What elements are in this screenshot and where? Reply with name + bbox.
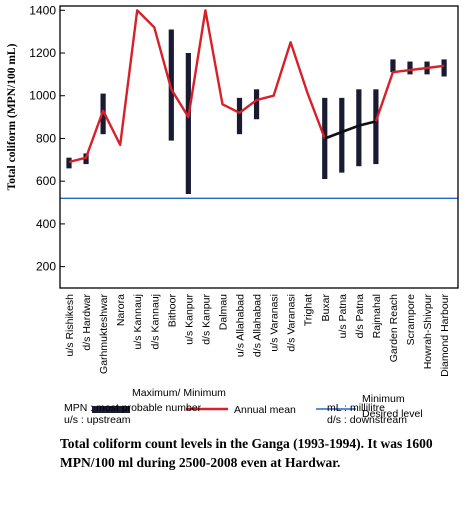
y-tick-label: 400 (36, 217, 56, 231)
x-category-label: Howrah-Shivpur (422, 293, 434, 369)
x-category-label: u/s Patna (337, 294, 349, 339)
range-bar (390, 59, 396, 73)
y-axis-label: Total coliform (MPN/100 mL) (6, 43, 18, 190)
note-mpn-text: MPN : most probable number (64, 402, 202, 414)
x-category-label: d/s Kannauj (149, 294, 161, 349)
x-category-label: Scrampore (405, 294, 417, 346)
legend-mindes-label-2: Desired level (362, 408, 423, 420)
annual-mean-line-segment (324, 120, 377, 140)
x-category-label: d/s Allahabad (252, 294, 264, 357)
x-category-label: Buxar (320, 294, 332, 322)
x-category-label: Garhmukteshwar (98, 294, 110, 374)
range-bar (373, 89, 379, 165)
x-category-label: Diamond Harbour (439, 293, 451, 376)
legend-mean-label: Annual mean (234, 404, 296, 416)
range-bar (185, 53, 191, 194)
range-bar (339, 97, 345, 173)
coliform-chart: Total coliform (MPN/100 mL) 200 400 600 800… (6, 3, 459, 420)
y-tick-label: 1400 (29, 3, 56, 17)
x-category-label: u/s Varanasi (269, 294, 281, 352)
legend: Maximum/ Minimum Annual mean Minimum Des… (92, 387, 423, 420)
x-category-label: Rajmahal (371, 294, 383, 338)
note-ml-text: mL : millilitre (327, 402, 385, 414)
x-category-label: d/s Patna (354, 294, 366, 339)
y-tick-label: 600 (36, 174, 56, 188)
note-us-text: u/s : upstream (64, 414, 131, 426)
figure-caption: Total coliform count levels in the Ganga… (60, 436, 433, 470)
y-tick-label: 200 (36, 260, 56, 274)
legend-maxmin-label: Maximum/ Minimum (132, 387, 226, 399)
annual-mean-line (68, 9, 326, 164)
x-category-label: u/s Kanpur (183, 294, 195, 345)
y-tick-label: 1200 (29, 46, 56, 60)
x-category-label: d/s Kanpur (200, 294, 212, 345)
x-category-label: u/s Rishikesh (64, 294, 76, 357)
range-bar (66, 157, 72, 169)
x-category-label: u/s Allahabad (235, 294, 247, 357)
range-bar (356, 89, 362, 167)
annual-mean-line-tail (374, 64, 445, 122)
x-category-label: u/s Kannauj (132, 294, 144, 349)
note-ds-text: d/s : downstream (327, 414, 407, 426)
y-tick-label: 1000 (29, 89, 56, 103)
range-bar (253, 89, 260, 120)
x-category-label: d/s Varanasi (286, 294, 298, 352)
plot-frame (59, 5, 459, 289)
legend-maxmin-swatch (92, 406, 130, 413)
range-bar (236, 97, 243, 135)
range-bar (407, 61, 413, 75)
legend-mindes-label-1: Minimum (362, 393, 405, 405)
range-bar (441, 59, 447, 77)
x-category-label: Trighat (303, 294, 315, 326)
x-category-label: Garden Reach (388, 294, 400, 362)
y-tick-label: 800 (36, 131, 56, 145)
x-category-label: Narora (115, 294, 127, 326)
x-category-label: Bithoor (166, 294, 178, 328)
x-category-label: d/s Hardwar (81, 294, 93, 351)
x-category-label: Dalmau (218, 294, 230, 330)
